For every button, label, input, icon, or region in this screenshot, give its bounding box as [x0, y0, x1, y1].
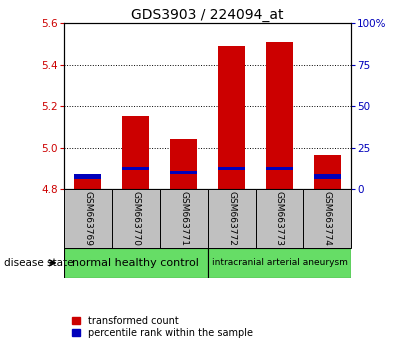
Bar	[314, 175, 341, 178]
Bar	[266, 166, 293, 170]
Bar	[159, 189, 208, 248]
Text: intracranial arterial aneurysm: intracranial arterial aneurysm	[212, 258, 347, 267]
Bar	[218, 46, 245, 189]
Bar	[171, 171, 197, 175]
Title: GDS3903 / 224094_at: GDS3903 / 224094_at	[131, 8, 284, 22]
Bar	[122, 115, 149, 189]
Bar	[64, 189, 112, 248]
Bar	[256, 189, 303, 248]
Bar	[208, 248, 351, 278]
Bar	[208, 189, 256, 248]
Text: GSM663773: GSM663773	[275, 191, 284, 246]
Bar	[112, 189, 159, 248]
Bar	[314, 155, 341, 189]
Text: GSM663771: GSM663771	[179, 191, 188, 246]
Bar	[74, 175, 101, 189]
Legend: transformed count, percentile rank within the sample: transformed count, percentile rank withi…	[69, 312, 257, 342]
Text: disease state: disease state	[4, 258, 74, 268]
Text: GSM663772: GSM663772	[227, 191, 236, 246]
Text: normal healthy control: normal healthy control	[72, 258, 199, 268]
Bar	[64, 248, 208, 278]
Text: GSM663774: GSM663774	[323, 191, 332, 246]
Bar	[171, 139, 197, 189]
Bar	[74, 175, 101, 178]
Bar	[218, 166, 245, 170]
Text: GSM663770: GSM663770	[131, 191, 140, 246]
Bar	[266, 42, 293, 189]
Text: GSM663769: GSM663769	[83, 191, 92, 246]
Bar	[122, 166, 149, 170]
Bar	[303, 189, 351, 248]
